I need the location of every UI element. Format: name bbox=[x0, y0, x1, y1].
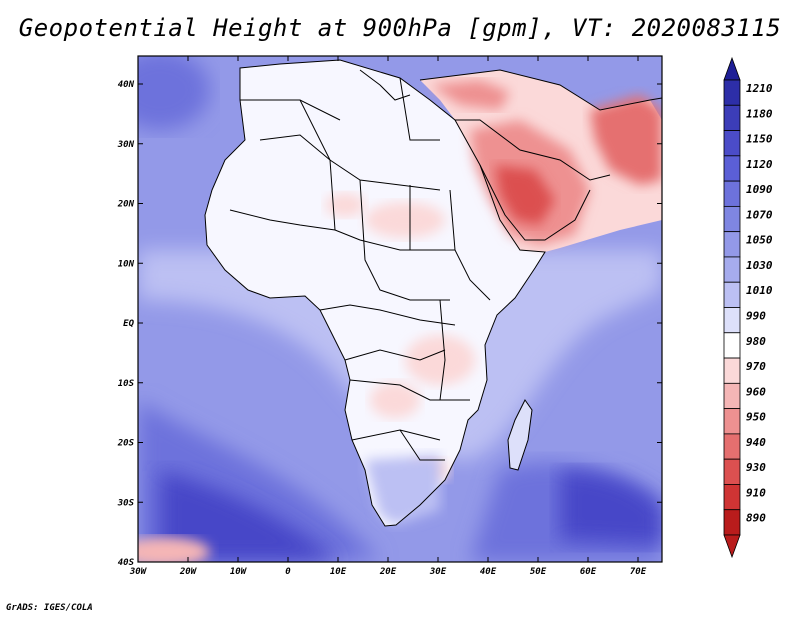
colorbar-bottom-arrow bbox=[723, 534, 741, 559]
colorbar-segment bbox=[723, 382, 741, 410]
colorbar-label: 970 bbox=[746, 360, 766, 373]
colorbar-segment bbox=[723, 231, 741, 258]
colorbar-label: 980 bbox=[746, 335, 766, 348]
colorbar-label: 1120 bbox=[746, 158, 773, 171]
colorbar-label: 1210 bbox=[746, 82, 773, 95]
colorbar-top-arrow bbox=[723, 56, 741, 81]
lon-label: 50E bbox=[530, 567, 547, 577]
latitude-axis: 40N 30N 20N 10N EQ 10S 20S 30S 40S bbox=[117, 80, 662, 568]
colorbar-segment bbox=[723, 433, 741, 460]
colorbar-segment bbox=[723, 458, 741, 485]
colorbar-segment bbox=[723, 484, 741, 511]
lon-label: 10W bbox=[230, 567, 248, 577]
colorbar-label: 1030 bbox=[746, 259, 773, 272]
colorbar-segment bbox=[723, 307, 741, 334]
lon-label: 30W bbox=[129, 567, 148, 577]
colorbar-segment bbox=[723, 256, 741, 283]
colorbar-label: 940 bbox=[746, 436, 766, 449]
lat-label: 30S bbox=[117, 498, 135, 508]
lat-label: 10S bbox=[118, 379, 135, 389]
colorbar-segment bbox=[723, 180, 741, 207]
colorbar-label: 1150 bbox=[746, 133, 773, 146]
lon-label: 70E bbox=[630, 567, 647, 577]
lat-label: 20N bbox=[117, 200, 135, 210]
colorbar-segment bbox=[723, 104, 741, 131]
plot-frame bbox=[137, 55, 663, 563]
lat-label: 30N bbox=[117, 140, 135, 150]
colorbar-segment bbox=[723, 408, 741, 435]
footer-credit: GrADS: IGES/COLA bbox=[6, 603, 93, 613]
colorbar-label: 1180 bbox=[746, 107, 773, 120]
colorbar-label: 950 bbox=[746, 411, 766, 424]
colorbar-label: 910 bbox=[746, 486, 766, 499]
colorbar-segment bbox=[723, 130, 741, 157]
coastlines bbox=[204, 59, 662, 527]
colorbar-label: 1070 bbox=[746, 208, 773, 221]
colorbar-label: 1050 bbox=[746, 234, 773, 247]
lat-label: 20S bbox=[117, 439, 135, 449]
colorbar-label: 960 bbox=[746, 385, 766, 398]
colorbar-segment bbox=[723, 357, 741, 384]
lon-label: 0 bbox=[285, 567, 291, 577]
colorbar-label: 1090 bbox=[746, 183, 773, 196]
lat-label: 40S bbox=[118, 558, 135, 568]
lat-label: EQ bbox=[123, 319, 134, 329]
colorbar-segment bbox=[723, 205, 741, 233]
lon-label: 20E bbox=[379, 567, 397, 577]
colorbar-label: 990 bbox=[746, 310, 766, 323]
colorbar: 1210 1180 1150 1120 1090 1070 1050 1030 1010 990 9… bbox=[723, 56, 773, 559]
map-title: Geopotential Height at 900hPa [gpm], VT:… bbox=[18, 14, 782, 42]
colorbar-segment bbox=[723, 79, 741, 106]
longitude-axis: 30W 20W 10W 0 10E 20E 30E 40E 50E 60E 70E bbox=[129, 56, 647, 577]
lon-label: 40E bbox=[480, 567, 497, 577]
lon-label: 60E bbox=[580, 567, 597, 577]
lon-label: 10E bbox=[330, 567, 347, 577]
lon-label: 30E bbox=[429, 567, 447, 577]
colorbar-segment bbox=[723, 281, 741, 308]
colorbar-segment bbox=[723, 155, 741, 182]
colorbar-label: 890 bbox=[746, 512, 766, 525]
colorbar-segment bbox=[723, 332, 741, 359]
lat-label: 10N bbox=[118, 259, 135, 269]
colorbar-label: 1010 bbox=[746, 284, 773, 297]
colorbar-label: 930 bbox=[746, 461, 766, 474]
colorbar-segment bbox=[723, 509, 741, 536]
lat-label: 40N bbox=[118, 80, 135, 90]
field-shading bbox=[138, 56, 662, 562]
lon-label: 20W bbox=[179, 567, 198, 577]
